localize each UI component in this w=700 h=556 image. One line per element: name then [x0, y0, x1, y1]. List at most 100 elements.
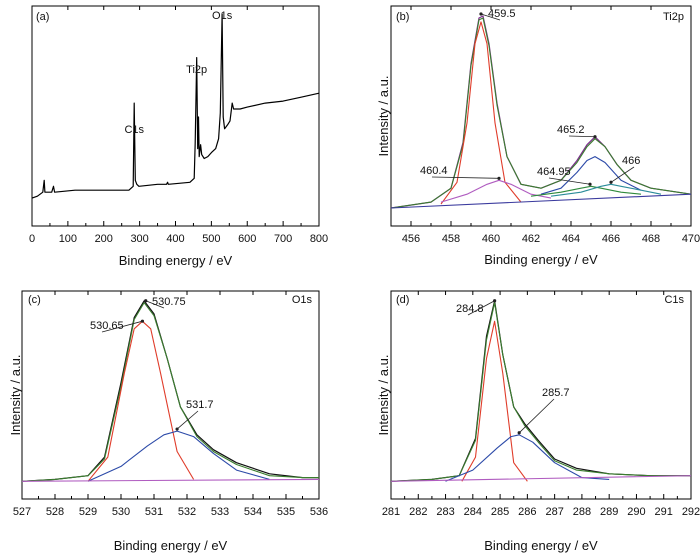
x-tick-label: 285: [491, 506, 509, 518]
annotation-arrowhead: [493, 299, 497, 303]
x-tick-label: 700: [274, 233, 292, 245]
panel-d-c1s: 281 282 283 284 285 286 287 288 289 290 291 292 Bind…: [376, 290, 700, 553]
peak-annotation: Ti2p: [186, 64, 207, 76]
x-tick-label: 290: [627, 506, 645, 518]
x-tick-label: 400: [166, 233, 184, 245]
series-line-sum: [21, 302, 319, 482]
series-line-284-8: [461, 320, 528, 482]
x-tick-label: 464: [562, 233, 580, 245]
panel-label: (b): [396, 11, 409, 23]
x-axis-label: Binding energy / eV: [484, 252, 598, 267]
panel-label: (c): [28, 294, 41, 306]
annotation-arrow: [548, 177, 591, 185]
x-tick-label: 470: [682, 233, 700, 245]
series-line-459-5: [440, 21, 522, 205]
series-line-background: [390, 193, 692, 209]
peak-annotation: 530.65: [90, 320, 124, 332]
peak-annotation: 460.4: [420, 165, 448, 177]
x-tick-label: 456: [402, 233, 420, 245]
annotation-arrowhead: [497, 176, 501, 180]
peak-annotation: 464.95: [537, 166, 571, 178]
x-tick-label: 528: [46, 506, 64, 518]
annotation-arrowhead: [517, 431, 521, 435]
peak-annotation: C1s: [124, 124, 144, 136]
region-label: C1s: [664, 294, 684, 306]
annotation-arrow: [145, 300, 165, 309]
annotation-arrow: [431, 176, 500, 179]
annotation-arrow: [467, 300, 495, 316]
panel-a-survey: 0 100 200 300 400 500 600 700 800 Binding energy …: [29, 5, 328, 268]
annotation-arrow: [518, 398, 555, 434]
x-tick-label: 531: [145, 506, 163, 518]
x-tick-label: 536: [310, 506, 328, 518]
panel-label: (a): [36, 11, 49, 23]
panel-b-ti2p: 456 458 460 462 464 466 468 470 Binding energy /…: [376, 5, 700, 267]
annotation-arrow: [568, 135, 596, 138]
annotation-arrow: [101, 320, 143, 333]
x-tick-label: 462: [522, 233, 540, 245]
series-line-background: [21, 478, 320, 482]
annotation-arrow: [176, 410, 199, 430]
x-axis-label: Binding energy / eV: [114, 538, 228, 553]
annotation-arrow: [610, 166, 635, 183]
x-tick-label: 535: [277, 506, 295, 518]
series-line-raw: [21, 300, 319, 482]
y-axis-label: Intensity / a.u.: [376, 355, 391, 436]
series-line-285-7: [445, 434, 610, 482]
y-axis-label: Intensity / a.u.: [8, 355, 23, 436]
region-label: O1s: [292, 294, 313, 306]
x-tick-label: 283: [436, 506, 454, 518]
plot-frame: [21, 290, 320, 500]
x-tick-label: 600: [238, 233, 256, 245]
x-tick-label: 287: [545, 506, 563, 518]
annotation-arrowhead: [593, 135, 597, 139]
panel-label: (d): [396, 294, 409, 306]
series-line-466: [550, 183, 662, 197]
peak-annotation: 531.7: [186, 399, 214, 411]
annotation-arrow: [480, 13, 501, 21]
series-line-raw: [390, 15, 692, 209]
annotation-arrowhead: [144, 299, 148, 303]
x-tick-label: 458: [442, 233, 460, 245]
x-tick-label: 291: [655, 506, 673, 518]
annotation-arrowhead: [175, 427, 179, 431]
x-tick-label: 200: [95, 233, 113, 245]
series-line-background: [390, 475, 692, 482]
annotation-arrowhead: [609, 180, 613, 184]
peak-annotation: O1s: [212, 10, 233, 22]
x-tick-label: 466: [602, 233, 620, 245]
x-tick-label: 533: [211, 506, 229, 518]
x-tick-label: 0: [29, 233, 35, 245]
peak-annotation: 459.5: [488, 8, 516, 20]
y-axis-label: Intensity / a.u.: [376, 76, 391, 157]
x-tick-label: 281: [382, 506, 400, 518]
series-line-sum: [390, 17, 692, 209]
x-tick-label: 527: [13, 506, 31, 518]
x-tick-label: 286: [518, 506, 536, 518]
x-tick-label: 468: [642, 233, 660, 245]
peak-annotation: 466: [622, 155, 640, 167]
x-tick-label: 530: [112, 506, 130, 518]
region-label: Ti2p: [663, 11, 684, 23]
panel-c-o1s: 527 528 529 530 531 532 533 534 535 536 Binding en…: [8, 290, 328, 553]
x-tick-label: 460: [482, 233, 500, 245]
x-tick-label: 289: [600, 506, 618, 518]
peak-annotation: 285.7: [542, 387, 570, 399]
x-tick-label: 300: [130, 233, 148, 245]
x-tick-label: 282: [409, 506, 427, 518]
series-line-460-4: [440, 179, 552, 203]
series-line-531-7: [87, 430, 270, 482]
series-line-spectrum: [31, 13, 320, 199]
x-tick-label: 534: [244, 506, 262, 518]
x-tick-label: 529: [79, 506, 97, 518]
peak-annotation: 284.8: [456, 303, 484, 315]
series-line-sum: [390, 302, 691, 482]
annotation-arrowhead: [140, 319, 145, 323]
x-axis-label: Binding energy / eV: [484, 538, 598, 553]
plot-frame: [390, 5, 692, 227]
x-tick-label: 800: [310, 233, 328, 245]
x-tick-label: 100: [59, 233, 77, 245]
annotation-arrowhead: [479, 12, 483, 16]
x-tick-label: 284: [464, 506, 482, 518]
